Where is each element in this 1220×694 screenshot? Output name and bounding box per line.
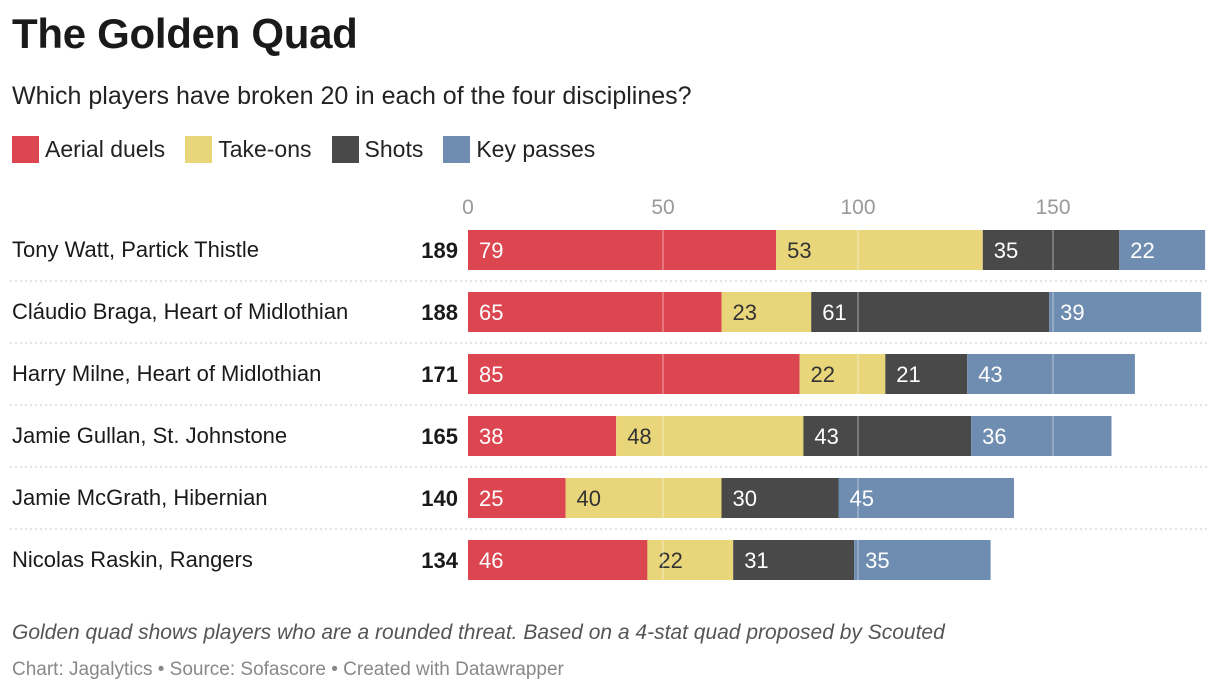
legend-label-shots: Shots bbox=[364, 136, 424, 162]
bar-key-passes bbox=[838, 478, 1014, 518]
bar-label-aerial-duels: 79 bbox=[479, 238, 503, 263]
bar-label-shots: 43 bbox=[814, 424, 838, 449]
category-label: Cláudio Braga, Heart of Midlothian bbox=[12, 299, 348, 324]
x-tick-label-0: 0 bbox=[462, 196, 474, 219]
bar-label-shots: 21 bbox=[896, 362, 920, 387]
x-tick-label-150: 150 bbox=[1035, 196, 1070, 219]
legend-swatch-key-passes bbox=[443, 136, 471, 163]
bar-label-key-passes: 36 bbox=[982, 424, 1006, 449]
bar-take-ons bbox=[565, 478, 722, 518]
bar-label-aerial-duels: 25 bbox=[479, 486, 503, 511]
x-tick-label-100: 100 bbox=[840, 196, 875, 219]
bar-label-take-ons: 22 bbox=[658, 548, 682, 573]
category-label: Nicolas Raskin, Rangers bbox=[12, 547, 253, 572]
x-tick-label-50: 50 bbox=[651, 196, 674, 219]
bar-aerial-duels bbox=[468, 416, 617, 456]
bar-key-passes bbox=[967, 354, 1135, 394]
bar-label-shots: 31 bbox=[744, 548, 768, 573]
bar-label-aerial-duels: 38 bbox=[479, 424, 503, 449]
legend-label-take-ons: Take-ons bbox=[218, 136, 312, 162]
bar-label-take-ons: 53 bbox=[787, 238, 811, 263]
bar-shots bbox=[733, 540, 855, 580]
legend-swatch-shots bbox=[331, 136, 359, 163]
bar-label-key-passes: 43 bbox=[978, 362, 1002, 387]
bar-take-ons bbox=[647, 540, 734, 580]
legend-item-take-ons: Take-ons bbox=[185, 136, 312, 163]
row-total: 134 bbox=[421, 548, 458, 573]
legend-swatch-aerial-duels bbox=[12, 136, 39, 163]
bar-label-key-passes: 22 bbox=[1130, 238, 1154, 263]
bar-shots bbox=[803, 416, 972, 456]
bar-label-shots: 30 bbox=[733, 486, 757, 511]
legend-item-shots: Shots bbox=[331, 136, 424, 163]
bar-label-take-ons: 48 bbox=[627, 424, 651, 449]
category-label: Tony Watt, Partick Thistle bbox=[12, 237, 259, 262]
chart-note: Golden quad shows players who are a roun… bbox=[12, 621, 945, 644]
chart-subtitle: Which players have broken 20 in each of … bbox=[12, 82, 692, 110]
row-total: 171 bbox=[421, 362, 458, 387]
bar-shots bbox=[811, 292, 1050, 332]
bar-take-ons bbox=[776, 230, 983, 270]
bar-key-passes bbox=[1119, 230, 1206, 270]
bar-key-passes bbox=[854, 540, 991, 580]
chart-title: The Golden Quad bbox=[12, 10, 358, 57]
bar-take-ons bbox=[721, 292, 812, 332]
bar-aerial-duels bbox=[468, 478, 566, 518]
bar-label-key-passes: 35 bbox=[865, 548, 889, 573]
row-total: 140 bbox=[421, 486, 458, 511]
chart-source: Chart: Jagalytics • Source: Sofascore • … bbox=[12, 659, 564, 680]
bar-take-ons bbox=[616, 416, 804, 456]
row-total: 189 bbox=[421, 238, 458, 263]
bar-take-ons bbox=[799, 354, 886, 394]
bar-key-passes bbox=[971, 416, 1112, 456]
bar-label-aerial-duels: 65 bbox=[479, 300, 503, 325]
category-label: Jamie Gullan, St. Johnstone bbox=[12, 423, 287, 448]
legend-swatch-take-ons bbox=[185, 136, 213, 163]
row-total: 165 bbox=[421, 424, 458, 449]
legend: Aerial duels Take-ons Shots Key passes bbox=[12, 136, 615, 163]
bar-label-shots: 35 bbox=[994, 238, 1018, 263]
bar-label-aerial-duels: 85 bbox=[479, 362, 503, 387]
category-label: Jamie McGrath, Hibernian bbox=[12, 485, 268, 510]
bar-aerial-duels bbox=[468, 292, 722, 332]
bar-key-passes bbox=[1049, 292, 1202, 332]
bar-aerial-duels bbox=[468, 540, 648, 580]
bar-label-take-ons: 23 bbox=[733, 300, 757, 325]
legend-item-aerial-duels: Aerial duels bbox=[12, 136, 165, 163]
bar-aerial-duels bbox=[468, 230, 777, 270]
row-total: 188 bbox=[421, 300, 458, 325]
bar-aerial-duels bbox=[468, 354, 800, 394]
bar-label-key-passes: 45 bbox=[850, 486, 874, 511]
bar-shots bbox=[982, 230, 1120, 270]
bar-label-take-ons: 40 bbox=[577, 486, 601, 511]
bar-label-take-ons: 22 bbox=[811, 362, 835, 387]
bar-label-shots: 61 bbox=[822, 300, 846, 325]
bar-label-aerial-duels: 46 bbox=[479, 548, 503, 573]
legend-label-key-passes: Key passes bbox=[476, 136, 596, 162]
legend-item-key-passes: Key passes bbox=[443, 136, 595, 163]
bar-shots bbox=[885, 354, 968, 394]
legend-label-aerial-duels: Aerial duels bbox=[45, 136, 166, 162]
bar-shots bbox=[721, 478, 839, 518]
category-label: Harry Milne, Heart of Midlothian bbox=[12, 361, 321, 386]
bar-label-key-passes: 39 bbox=[1060, 300, 1084, 325]
stacked-bar-chart: 0 50 100 150 Tony Watt, Partick Thistle 189 79… bbox=[10, 196, 1210, 580]
